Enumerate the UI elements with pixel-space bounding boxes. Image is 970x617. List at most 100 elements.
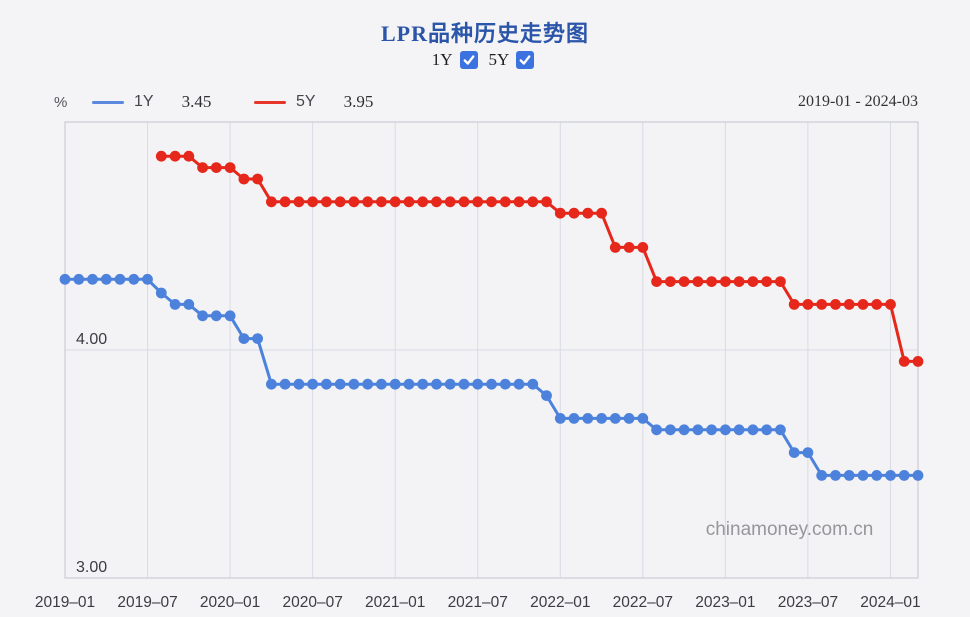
- series-5y-point[interactable]: [417, 196, 429, 208]
- series-5y-point[interactable]: [376, 196, 387, 208]
- series-5y-point[interactable]: [224, 162, 236, 174]
- series-1y-point[interactable]: [73, 273, 85, 285]
- toggle-5y-checkbox[interactable]: [516, 51, 535, 69]
- series-5y-point[interactable]: [197, 162, 209, 174]
- series-1y-point[interactable]: [238, 333, 250, 344]
- series-1y-point[interactable]: [499, 378, 511, 390]
- series-1y-point[interactable]: [513, 378, 525, 390]
- series-1y-point[interactable]: [183, 299, 195, 310]
- series-5y-point[interactable]: [499, 196, 511, 208]
- series-5y-point[interactable]: [472, 196, 484, 208]
- series-1y-point[interactable]: [692, 424, 704, 436]
- series-5y-point[interactable]: [266, 196, 277, 208]
- series-1y-point[interactable]: [527, 378, 539, 390]
- series-5y-point[interactable]: [155, 150, 167, 162]
- series-5y-point[interactable]: [321, 196, 332, 208]
- series-5y-point[interactable]: [885, 299, 896, 310]
- series-1y-point[interactable]: [678, 424, 690, 436]
- series-5y-point[interactable]: [775, 276, 786, 287]
- series-1y-point[interactable]: [554, 413, 566, 424]
- series-1y-point[interactable]: [733, 424, 745, 436]
- series-1y-point[interactable]: [444, 378, 456, 390]
- series-5y-point[interactable]: [568, 207, 580, 219]
- series-1y-point[interactable]: [321, 378, 332, 390]
- series-1y-point[interactable]: [775, 424, 786, 436]
- series-5y-point[interactable]: [857, 299, 869, 310]
- series-5y-point[interactable]: [210, 162, 222, 174]
- series-1y-point[interactable]: [472, 378, 484, 390]
- series-1y-point[interactable]: [857, 470, 869, 481]
- series-5y-point[interactable]: [293, 196, 305, 208]
- series-5y-point[interactable]: [238, 173, 250, 185]
- series-5y-point[interactable]: [362, 196, 374, 208]
- series-1y-point[interactable]: [486, 378, 497, 390]
- series-1y-point[interactable]: [59, 273, 71, 285]
- series-1y-point[interactable]: [871, 470, 883, 481]
- series-1y-point[interactable]: [582, 413, 594, 424]
- series-1y-point[interactable]: [210, 310, 222, 322]
- series-1y-point[interactable]: [843, 470, 855, 481]
- series-1y-point[interactable]: [596, 413, 607, 424]
- series-1y-point[interactable]: [665, 424, 676, 436]
- series-5y-point[interactable]: [651, 276, 662, 287]
- series-5y-point[interactable]: [761, 276, 773, 287]
- series-1y-point[interactable]: [293, 378, 305, 390]
- series-1y-point[interactable]: [788, 447, 800, 458]
- series-1y-point[interactable]: [362, 378, 374, 390]
- series-1y-point[interactable]: [389, 378, 401, 390]
- series-5y-point[interactable]: [389, 196, 401, 208]
- series-1y-point[interactable]: [128, 273, 140, 285]
- series-1y-point[interactable]: [431, 378, 442, 390]
- series-1y-point[interactable]: [898, 470, 910, 481]
- series-1y-point[interactable]: [747, 424, 759, 436]
- series-1y-point[interactable]: [651, 424, 662, 436]
- series-1y-point[interactable]: [266, 378, 277, 390]
- series-1y-point[interactable]: [197, 310, 209, 322]
- series-5y-point[interactable]: [334, 196, 346, 208]
- series-1y-point[interactable]: [100, 273, 112, 285]
- series-5y-point[interactable]: [183, 150, 195, 162]
- series-5y-point[interactable]: [816, 299, 828, 310]
- series-5y-point[interactable]: [733, 276, 745, 287]
- series-1y-point[interactable]: [609, 413, 621, 424]
- series-1y-point[interactable]: [224, 310, 236, 322]
- toggle-1y-checkbox[interactable]: [459, 51, 478, 69]
- series-5y-point[interactable]: [720, 276, 731, 287]
- series-5y-point[interactable]: [486, 196, 497, 208]
- series-1y-point[interactable]: [761, 424, 773, 436]
- series-1y-point[interactable]: [417, 378, 429, 390]
- series-5y-point[interactable]: [692, 276, 704, 287]
- series-5y-point[interactable]: [554, 207, 566, 219]
- series-5y-point[interactable]: [802, 299, 814, 310]
- series-1y-point[interactable]: [912, 470, 924, 481]
- series-1y-point[interactable]: [802, 447, 814, 458]
- series-5y-point[interactable]: [513, 196, 525, 208]
- series-1y-point[interactable]: [252, 333, 263, 344]
- series-5y-point[interactable]: [279, 196, 291, 208]
- series-1y-point[interactable]: [568, 413, 580, 424]
- series-5y-point[interactable]: [458, 196, 470, 208]
- series-5y-point[interactable]: [843, 299, 855, 310]
- series-5y-point[interactable]: [871, 299, 883, 310]
- series-1y-point[interactable]: [376, 378, 387, 390]
- series-1y-point[interactable]: [403, 378, 415, 390]
- series-1y-point[interactable]: [816, 470, 828, 481]
- series-5y-point[interactable]: [609, 242, 621, 253]
- series-5y-point[interactable]: [403, 196, 415, 208]
- series-1y-point[interactable]: [623, 413, 635, 424]
- series-5y-point[interactable]: [348, 196, 360, 208]
- series-5y-point[interactable]: [541, 196, 552, 208]
- series-1y-point[interactable]: [830, 470, 841, 481]
- series-1y-point[interactable]: [541, 390, 552, 401]
- series-5y-point[interactable]: [637, 242, 649, 253]
- series-5y-point[interactable]: [596, 207, 607, 219]
- series-5y-point[interactable]: [444, 196, 456, 208]
- series-5y-point[interactable]: [431, 196, 442, 208]
- series-5y-point[interactable]: [912, 356, 924, 367]
- series-5y-point[interactable]: [307, 196, 318, 208]
- series-1y-point[interactable]: [885, 470, 896, 481]
- series-1y-point[interactable]: [142, 273, 153, 285]
- series-5y-point[interactable]: [788, 299, 800, 310]
- series-1y-point[interactable]: [458, 378, 470, 390]
